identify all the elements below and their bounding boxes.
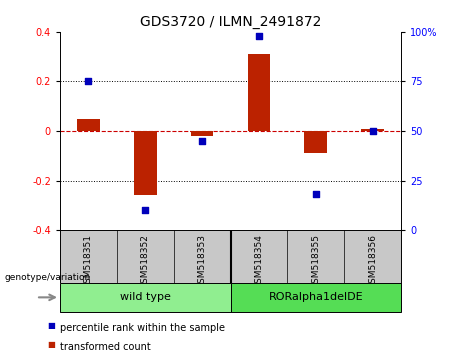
Text: transformed count: transformed count (60, 342, 151, 352)
Point (369, 128, 376, 134)
Bar (60, 283, 230, 312)
Text: GSM518355: GSM518355 (311, 234, 320, 289)
Point (198, 138, 206, 144)
Text: GSM518356: GSM518356 (368, 234, 377, 289)
Bar (304, 131, 327, 153)
Text: GSM518352: GSM518352 (141, 234, 150, 289)
Point (312, 192, 319, 197)
Text: genotype/variation: genotype/variation (5, 273, 91, 282)
Point (142, 207, 149, 213)
Bar (191, 131, 213, 136)
Title: GDS3720 / ILMN_2491872: GDS3720 / ILMN_2491872 (140, 16, 321, 29)
Text: wild type: wild type (120, 292, 171, 302)
Text: ■: ■ (47, 321, 55, 330)
Point (255, 33, 263, 39)
Bar (77, 119, 100, 131)
Point (85, 79, 92, 84)
Text: GSM518351: GSM518351 (84, 234, 93, 289)
Bar (361, 129, 384, 131)
Bar (248, 54, 270, 131)
Text: RORalpha1delDE: RORalpha1delDE (268, 292, 363, 302)
Bar (134, 131, 157, 195)
Text: GSM518353: GSM518353 (198, 234, 207, 289)
Text: GSM518354: GSM518354 (254, 234, 263, 289)
Bar (230, 283, 401, 312)
Text: ■: ■ (47, 341, 55, 349)
Text: percentile rank within the sample: percentile rank within the sample (60, 323, 225, 333)
